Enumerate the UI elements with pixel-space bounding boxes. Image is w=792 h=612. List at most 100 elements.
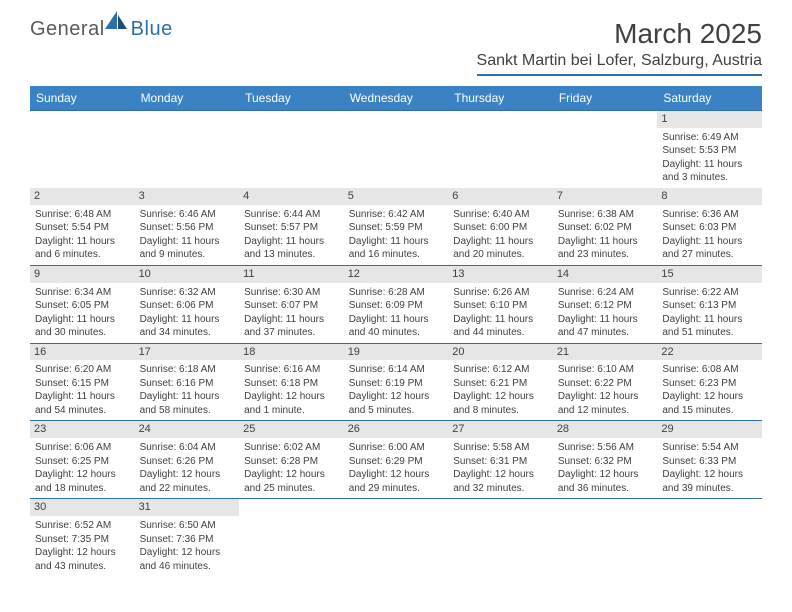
sunrise-line: Sunrise: 6:00 AM [349,441,444,455]
sunset-line: Sunset: 6:05 PM [35,299,130,313]
sunrise-line: Sunrise: 5:54 AM [662,441,757,455]
daylight-line: Daylight: 12 hours and 8 minutes. [453,390,548,417]
calendar-day-cell: 28Sunrise: 5:56 AMSunset: 6:32 PMDayligh… [553,421,658,499]
sunset-line: Sunset: 6:26 PM [140,455,235,469]
calendar-day-cell: 24Sunrise: 6:04 AMSunset: 6:26 PMDayligh… [135,421,240,499]
daylight-line: Daylight: 11 hours and 44 minutes. [453,313,548,340]
calendar-day-cell: 22Sunrise: 6:08 AMSunset: 6:23 PMDayligh… [657,343,762,421]
day-number: 22 [657,344,762,361]
sunrise-line: Sunrise: 6:50 AM [140,519,235,533]
sunrise-line: Sunrise: 6:06 AM [35,441,130,455]
calendar-day-cell: 12Sunrise: 6:28 AMSunset: 6:09 PMDayligh… [344,265,449,343]
sunset-line: Sunset: 6:15 PM [35,377,130,391]
sunset-line: Sunset: 7:36 PM [140,533,235,547]
day-number: 5 [344,188,449,205]
sunset-line: Sunset: 6:32 PM [558,455,653,469]
day-number: 25 [239,421,344,438]
sunrise-line: Sunrise: 6:12 AM [453,363,548,377]
sunrise-line: Sunrise: 6:34 AM [35,286,130,300]
daylight-line: Daylight: 12 hours and 32 minutes. [453,468,548,495]
daylight-line: Daylight: 12 hours and 39 minutes. [662,468,757,495]
sunset-line: Sunset: 6:10 PM [453,299,548,313]
calendar-day-cell: 20Sunrise: 6:12 AMSunset: 6:21 PMDayligh… [448,343,553,421]
calendar-empty-cell [657,499,762,576]
weekday-header: Monday [135,86,240,111]
sunrise-line: Sunrise: 6:46 AM [140,208,235,222]
sunset-line: Sunset: 6:03 PM [662,221,757,235]
sunrise-line: Sunrise: 6:22 AM [662,286,757,300]
calendar-day-cell: 10Sunrise: 6:32 AMSunset: 6:06 PMDayligh… [135,265,240,343]
sunset-line: Sunset: 6:28 PM [244,455,339,469]
sunrise-line: Sunrise: 6:18 AM [140,363,235,377]
sunrise-line: Sunrise: 6:42 AM [349,208,444,222]
day-number: 14 [553,266,658,283]
day-number: 4 [239,188,344,205]
day-number: 7 [553,188,658,205]
calendar-week-row: 23Sunrise: 6:06 AMSunset: 6:25 PMDayligh… [30,421,762,499]
daylight-line: Daylight: 11 hours and 54 minutes. [35,390,130,417]
daylight-line: Daylight: 12 hours and 22 minutes. [140,468,235,495]
daylight-line: Daylight: 11 hours and 3 minutes. [662,158,757,185]
daylight-line: Daylight: 12 hours and 5 minutes. [349,390,444,417]
calendar-day-cell: 16Sunrise: 6:20 AMSunset: 6:15 PMDayligh… [30,343,135,421]
day-number: 21 [553,344,658,361]
sunset-line: Sunset: 5:57 PM [244,221,339,235]
sunrise-line: Sunrise: 6:20 AM [35,363,130,377]
sunrise-line: Sunrise: 6:30 AM [244,286,339,300]
calendar-body: 1Sunrise: 6:49 AMSunset: 5:53 PMDaylight… [30,111,762,577]
logo-text-general: General [30,18,105,41]
calendar-empty-cell [344,111,449,188]
day-number: 28 [553,421,658,438]
calendar-day-cell: 19Sunrise: 6:14 AMSunset: 6:19 PMDayligh… [344,343,449,421]
day-number: 18 [239,344,344,361]
day-number: 12 [344,266,449,283]
daylight-line: Daylight: 12 hours and 18 minutes. [35,468,130,495]
calendar-day-cell: 3 Sunrise: 6:46 AMSunset: 5:56 PMDaylight… [135,188,240,265]
daylight-line: Daylight: 11 hours and 27 minutes. [662,235,757,262]
day-number: 30 [30,499,135,516]
daylight-line: Daylight: 12 hours and 29 minutes. [349,468,444,495]
day-number: 20 [448,344,553,361]
calendar-day-cell: 23 Sunrise: 6:06 AMSunset: 6:25 PMDayligh… [30,421,135,499]
sunrise-line: Sunrise: 6:08 AM [662,363,757,377]
sunrise-line: Sunrise: 6:36 AM [662,208,757,222]
calendar-week-row: 1Sunrise: 6:49 AMSunset: 5:53 PMDaylight… [30,111,762,188]
daylight-line: Daylight: 11 hours and 16 minutes. [349,235,444,262]
day-number: 3 [135,188,240,205]
daylight-line: Daylight: 11 hours and 20 minutes. [453,235,548,262]
sunrise-line: Sunrise: 6:44 AM [244,208,339,222]
day-number: 10 [135,266,240,283]
page-title: March 2025 [477,18,762,50]
sunrise-line: Sunrise: 5:58 AM [453,441,548,455]
sunset-line: Sunset: 6:02 PM [558,221,653,235]
sunrise-line: Sunrise: 6:48 AM [35,208,130,222]
sunset-line: Sunset: 6:25 PM [35,455,130,469]
calendar-day-cell: 21Sunrise: 6:10 AMSunset: 6:22 PMDayligh… [553,343,658,421]
sunset-line: Sunset: 6:29 PM [349,455,444,469]
day-number: 31 [135,499,240,516]
daylight-line: Daylight: 11 hours and 34 minutes. [140,313,235,340]
calendar-week-row: 2Sunrise: 6:48 AMSunset: 5:54 PMDaylight… [30,188,762,265]
daylight-line: Daylight: 12 hours and 15 minutes. [662,390,757,417]
sunset-line: Sunset: 5:54 PM [35,221,130,235]
sunset-line: Sunset: 6:31 PM [453,455,548,469]
calendar-day-cell: 4Sunrise: 6:44 AMSunset: 5:57 PMDaylight… [239,188,344,265]
sunset-line: Sunset: 6:07 PM [244,299,339,313]
sunset-line: Sunset: 5:56 PM [140,221,235,235]
daylight-line: Daylight: 11 hours and 23 minutes. [558,235,653,262]
day-number: 23 [30,421,135,438]
weekday-header: Tuesday [239,86,344,111]
daylight-line: Daylight: 11 hours and 9 minutes. [140,235,235,262]
calendar-empty-cell [239,111,344,188]
calendar-day-cell: 13Sunrise: 6:26 AMSunset: 6:10 PMDayligh… [448,265,553,343]
location-subtitle: Sankt Martin bei Lofer, Salzburg, Austri… [477,52,762,76]
weekday-header: Thursday [448,86,553,111]
sunrise-line: Sunrise: 5:56 AM [558,441,653,455]
calendar-day-cell: 8Sunrise: 6:36 AMSunset: 6:03 PMDaylight… [657,188,762,265]
calendar-day-cell: 2Sunrise: 6:48 AMSunset: 5:54 PMDaylight… [30,188,135,265]
calendar-day-cell: 14Sunrise: 6:24 AMSunset: 6:12 PMDayligh… [553,265,658,343]
sunrise-line: Sunrise: 6:16 AM [244,363,339,377]
day-number: 17 [135,344,240,361]
calendar-day-cell: 5Sunrise: 6:42 AMSunset: 5:59 PMDaylight… [344,188,449,265]
weekday-header: Wednesday [344,86,449,111]
